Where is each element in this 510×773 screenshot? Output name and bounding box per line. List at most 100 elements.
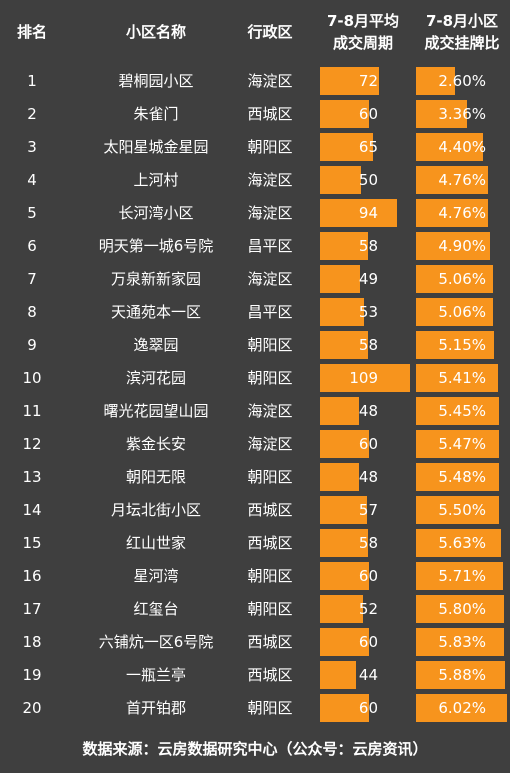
table-row: 4 上河村 海淀区 50 4.76% (0, 163, 510, 196)
district-cell: 朝阳区 (247, 699, 293, 717)
ratio-bar-area: 5.06% (416, 265, 510, 293)
community-name-cell: 碧桐园小区 (118, 72, 194, 90)
ratio-bar-area: 5.41% (416, 364, 510, 392)
cycle-bar (320, 595, 363, 623)
community-name-cell: 星河湾 (133, 567, 179, 585)
header-ratio-line1: 7-8月小区 (425, 12, 499, 30)
ratio-bar (416, 397, 499, 425)
cycle-value-label: 60 (358, 633, 378, 651)
community-name-cell: 一瓶兰亭 (125, 666, 186, 684)
ratio-bar (416, 199, 489, 227)
ratio-bar (416, 562, 503, 590)
ratio-value-label: 4.76% (438, 171, 486, 189)
cycle-bar-area: 53 (320, 298, 412, 326)
district-cell: 海淀区 (247, 435, 293, 453)
table-header: 排名 小区名称 行政区 7-8月平均 成交周期 7-8月小区 成交挂牌比 (0, 0, 510, 64)
ratio-bar-area: 5.06% (416, 298, 510, 326)
rank-cell: 8 (27, 302, 37, 321)
ratio-bar-area: 2.60% (416, 67, 510, 95)
table-row: 6 明天第一城6号院 昌平区 58 4.90% (0, 229, 510, 262)
ratio-bar (416, 265, 493, 293)
cycle-bar (320, 265, 361, 293)
ratio-value-label: 4.76% (438, 204, 486, 222)
ratio-value-label: 5.63% (438, 534, 486, 552)
ratio-bar (416, 430, 499, 458)
cycle-value-label: 57 (358, 501, 378, 519)
rank-cell: 5 (27, 203, 37, 222)
district-cell: 朝阳区 (247, 138, 293, 156)
table-row: 5 长河湾小区 海淀区 94 4.76% (0, 196, 510, 229)
ratio-value-label: 6.02% (438, 699, 486, 717)
cycle-bar-area: 65 (320, 133, 412, 161)
district-cell: 朝阳区 (247, 567, 293, 585)
cycle-value-label: 58 (358, 336, 378, 354)
ratio-value-label: 5.80% (438, 600, 486, 618)
cycle-bar (320, 661, 357, 689)
cycle-value-label: 49 (358, 270, 378, 288)
district-cell: 海淀区 (247, 204, 293, 222)
table-row: 14 月坛北街小区 西城区 57 5.50% (0, 493, 510, 526)
ratio-bar-area: 6.02% (416, 694, 510, 722)
cycle-value-label: 58 (358, 534, 378, 552)
cycle-bar-area: 94 (320, 199, 412, 227)
cycle-bar (320, 133, 374, 161)
cycle-value-label: 58 (358, 237, 378, 255)
cycle-bar (320, 397, 360, 425)
table-row: 11 曙光花园望山园 海淀区 48 5.45% (0, 394, 510, 427)
ratio-bar (416, 661, 506, 689)
ratio-bar-area: 5.80% (416, 595, 510, 623)
rank-cell: 18 (22, 632, 42, 651)
district-cell: 西城区 (247, 534, 293, 552)
ratio-bar-area: 4.90% (416, 232, 510, 260)
header-district: 行政区 (247, 23, 293, 41)
community-name-cell: 长河湾小区 (118, 204, 194, 222)
cycle-value-label: 44 (358, 666, 378, 684)
community-name-cell: 朝阳无限 (125, 468, 186, 486)
cycle-bar (320, 232, 368, 260)
table-row: 8 天通苑本一区 昌平区 53 5.06% (0, 295, 510, 328)
ratio-bar-area: 4.76% (416, 166, 510, 194)
ratio-bar (416, 364, 499, 392)
rank-cell: 20 (22, 698, 42, 717)
community-name-cell: 红玺台 (133, 600, 179, 618)
ratio-bar-area: 3.36% (416, 100, 510, 128)
ratio-bar (416, 694, 508, 722)
cycle-bar-area: 60 (320, 562, 412, 590)
cycle-bar (320, 496, 367, 524)
cycle-bar-area: 58 (320, 529, 412, 557)
cycle-bar-area: 49 (320, 265, 412, 293)
ratio-value-label: 5.48% (438, 468, 486, 486)
cycle-bar (320, 331, 368, 359)
rank-cell: 16 (22, 566, 42, 585)
cycle-value-label: 72 (358, 72, 378, 90)
ratio-bar-area: 5.15% (416, 331, 510, 359)
cycle-value-label: 60 (358, 699, 378, 717)
table-row: 19 一瓶兰亭 西城区 44 5.88% (0, 658, 510, 691)
cycle-value-label: 48 (358, 468, 378, 486)
header-rank: 排名 (16, 23, 47, 41)
community-name-cell: 首开铂郡 (125, 699, 186, 717)
cycle-bar-area: 60 (320, 430, 412, 458)
ratio-value-label: 5.83% (438, 633, 486, 651)
cycle-value-label: 50 (358, 171, 378, 189)
ratio-value-label: 5.06% (438, 303, 486, 321)
ratio-value-label: 5.41% (438, 369, 486, 387)
ratio-bar-area: 5.88% (416, 661, 510, 689)
ratio-value-label: 2.60% (438, 72, 486, 90)
community-name-cell: 太阳星城金星园 (103, 138, 209, 156)
cycle-bar-area: 50 (320, 166, 412, 194)
rank-cell: 11 (22, 401, 42, 420)
cycle-bar (320, 166, 362, 194)
cycle-bar-area: 60 (320, 694, 412, 722)
rank-cell: 9 (27, 335, 37, 354)
header-ratio-line2: 成交挂牌比 (424, 34, 500, 52)
ratio-bar (416, 232, 491, 260)
rank-cell: 6 (27, 236, 37, 255)
ratio-value-label: 5.88% (438, 666, 486, 684)
ratio-value-label: 5.50% (438, 501, 486, 519)
community-name-cell: 曙光花园望山园 (103, 402, 209, 420)
cycle-value-label: 94 (358, 204, 378, 222)
cycle-bar-area: 72 (320, 67, 412, 95)
district-cell: 西城区 (247, 666, 293, 684)
header-ratio: 7-8月小区 成交挂牌比 (414, 0, 510, 64)
